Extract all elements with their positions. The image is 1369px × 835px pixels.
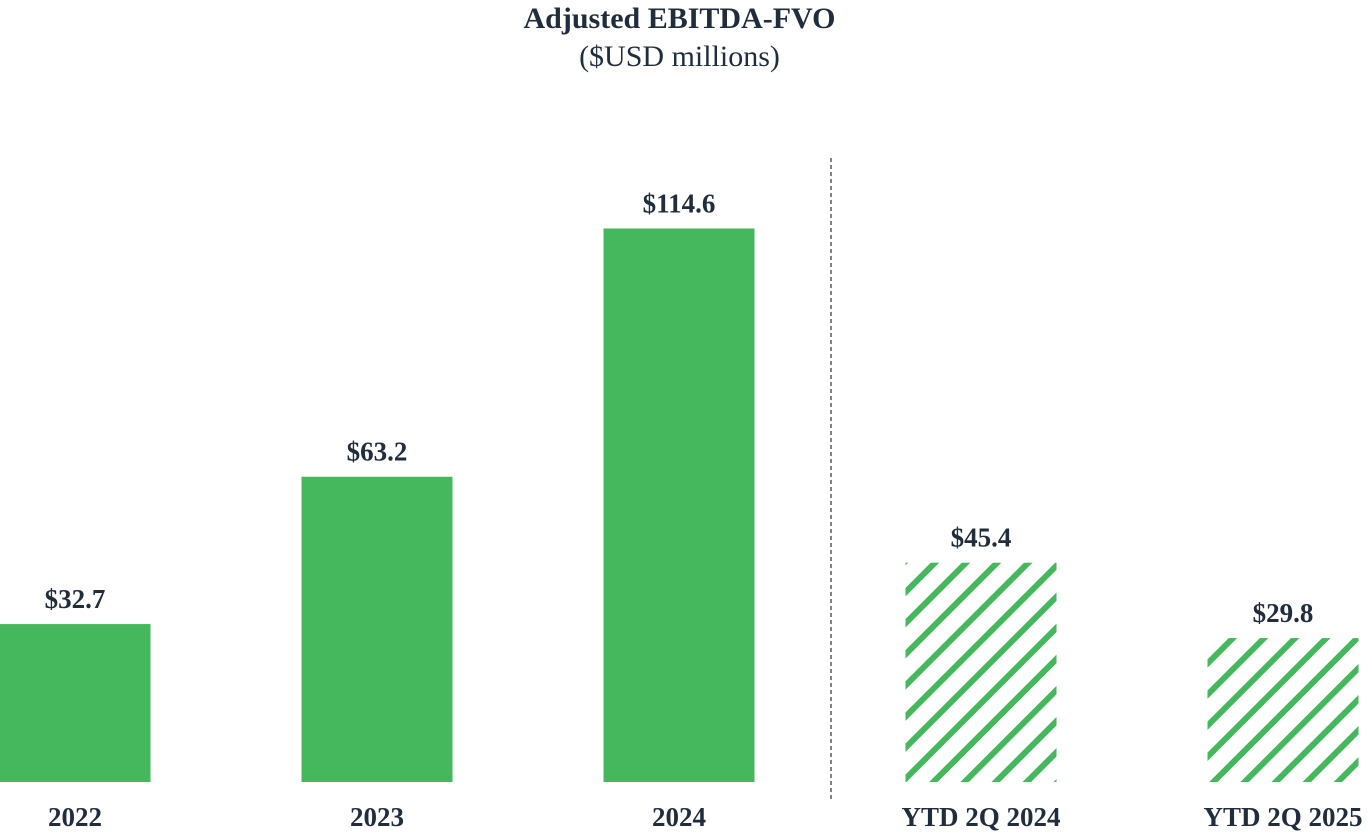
bar-2022 [0,624,151,782]
x-tick-label-ytd-2q-2024: YTD 2Q 2024 [901,802,1060,832]
x-tick-label-2024: 2024 [652,802,706,832]
x-tick-label-2023: 2023 [350,802,404,832]
bar-ytd-2q-2024 [905,562,1057,782]
bar-2024 [603,228,755,782]
data-label-2023: $63.2 [347,437,408,467]
x-tick-label-2022: 2022 [48,802,102,832]
chart-subtitle: ($USD millions) [579,40,780,73]
data-label-2022: $32.7 [45,584,106,614]
bar-ytd-2q-2025 [1207,638,1359,782]
data-label-ytd-2q-2024: $45.4 [951,523,1012,553]
data-label-2024: $114.6 [643,188,716,218]
x-tick-label-ytd-2q-2025: YTD 2Q 2025 [1203,802,1362,832]
data-label-ytd-2q-2025: $29.8 [1253,598,1314,628]
chart-title: Adjusted EBITDA-FVO [523,2,836,35]
bar-2023 [301,476,453,782]
